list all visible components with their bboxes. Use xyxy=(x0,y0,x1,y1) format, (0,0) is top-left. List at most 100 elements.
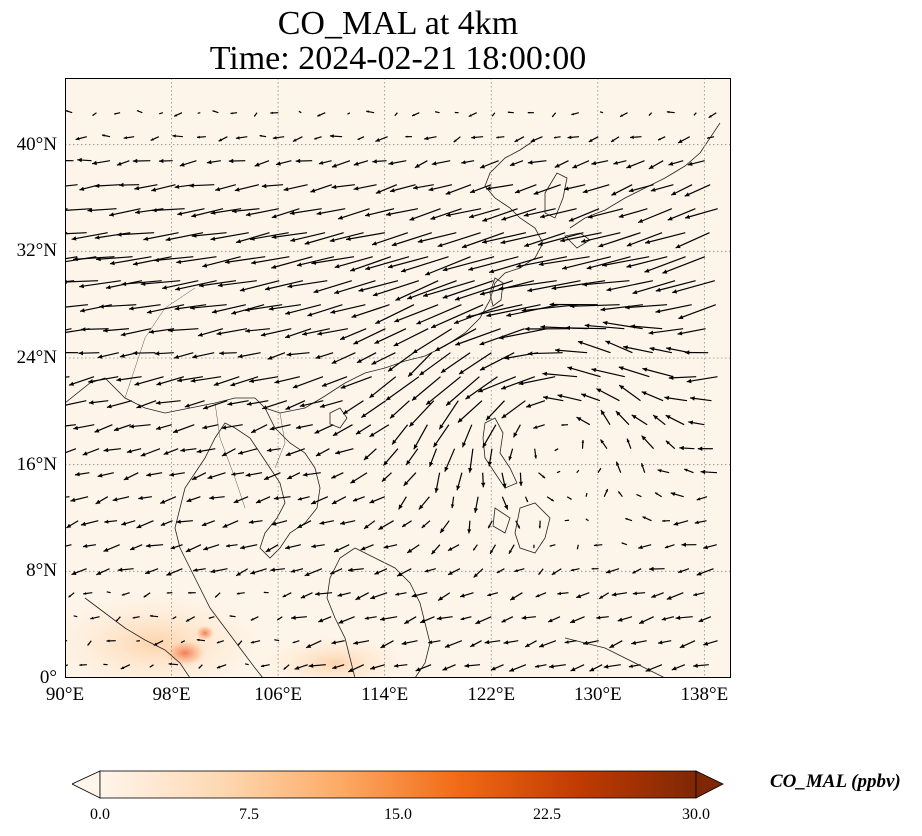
wind-arrow xyxy=(274,376,300,384)
wind-arrow xyxy=(551,112,557,118)
wind-arrow xyxy=(335,448,354,455)
wind-arrow xyxy=(417,232,457,244)
wind-arrow xyxy=(286,472,301,480)
wind-arrow xyxy=(225,544,238,548)
latitude-tick-label: 0° xyxy=(39,667,57,688)
coastline-hainan xyxy=(329,407,348,429)
wind-arrow xyxy=(173,112,183,117)
wind-arrow xyxy=(184,400,205,408)
wind-arrow xyxy=(329,134,343,138)
wind-arrow xyxy=(625,517,633,522)
wind-arrow xyxy=(342,400,364,415)
wind-arrow xyxy=(94,232,131,240)
wind-arrow xyxy=(115,616,121,622)
wind-arrow xyxy=(564,640,577,644)
wind-arrow xyxy=(644,232,686,244)
wind-arrow xyxy=(224,256,266,264)
wind-arrow xyxy=(585,518,589,522)
wind-arrow xyxy=(244,663,249,666)
wind-arrow xyxy=(271,520,288,526)
wind-arrow xyxy=(481,472,486,488)
map-title: CO_MAL at 4km xyxy=(277,5,519,42)
wind-arrow xyxy=(395,592,407,596)
wind-arrow xyxy=(651,592,664,598)
wind-arrow xyxy=(340,376,372,389)
wind-arrow xyxy=(191,208,224,218)
wind-arrow xyxy=(509,592,523,601)
wind-arrow xyxy=(671,664,686,671)
wind-arrow xyxy=(467,520,472,534)
wind-arrow xyxy=(193,568,206,572)
wind-arrow xyxy=(438,400,459,430)
wind-arrow xyxy=(662,519,671,523)
wind-arrow xyxy=(533,424,545,429)
wind-arrow xyxy=(353,328,386,345)
wind-arrow xyxy=(447,568,461,576)
wind-arrow xyxy=(286,352,310,357)
wind-arrow xyxy=(65,328,72,331)
wind-arrow xyxy=(464,663,481,668)
wind-arrow xyxy=(268,304,301,311)
wind-arrow xyxy=(189,183,215,188)
wind-arrow xyxy=(136,520,154,529)
wind-arrow xyxy=(334,256,373,269)
wind-arrow xyxy=(453,136,461,143)
wind-arrow xyxy=(503,640,519,645)
wind-arrow xyxy=(375,304,415,325)
wind-arrow xyxy=(400,256,449,273)
wind-arrow xyxy=(665,414,685,426)
wind-arrow xyxy=(216,328,248,336)
wind-arrow xyxy=(387,256,429,269)
coastline-borneo xyxy=(326,547,431,678)
wind-arrow xyxy=(387,352,415,372)
wind-arrow xyxy=(468,256,519,271)
wind-arrow xyxy=(152,208,185,213)
wind-arrow xyxy=(177,208,205,216)
wind-arrow xyxy=(501,496,509,510)
colorbar-min-extend xyxy=(72,770,101,799)
wind-arrow xyxy=(371,352,396,365)
wind-arrow xyxy=(428,184,453,192)
wind-arrow xyxy=(637,208,673,224)
wind-arrow xyxy=(431,544,441,555)
wind-arrow xyxy=(73,424,95,430)
wind-arrow xyxy=(135,208,164,215)
wind-arrow xyxy=(319,520,335,525)
map-time-subtitle: Time: 2024-02-21 18:00:00 xyxy=(209,40,587,77)
wind-arrow xyxy=(606,280,654,292)
wind-arrow xyxy=(65,664,69,668)
wind-arrow xyxy=(524,232,566,247)
wind-arrow xyxy=(116,376,142,382)
gridlines xyxy=(65,78,731,678)
wind-arrow xyxy=(626,438,632,449)
wind-arrow xyxy=(641,463,646,473)
wind-arrow xyxy=(684,350,709,355)
wind-arrow xyxy=(591,160,609,166)
wind-arrow xyxy=(80,327,109,332)
wind-arrow xyxy=(675,232,710,249)
wind-arrow xyxy=(355,592,369,601)
wind-arrow xyxy=(353,640,370,645)
wind-arrow xyxy=(132,158,151,164)
wind-arrow xyxy=(440,352,471,374)
wind-arrow xyxy=(458,352,492,375)
wind-arrow xyxy=(158,158,173,164)
wind-arrow xyxy=(527,160,547,165)
wind-arrow xyxy=(514,136,525,143)
wind-arrow xyxy=(473,496,479,513)
wind-arrow xyxy=(185,616,195,623)
wind-arrow xyxy=(534,664,547,668)
wind-arrow xyxy=(106,591,111,594)
wind-arrow xyxy=(172,134,183,138)
wind-arrow xyxy=(684,184,711,197)
wind-arrow xyxy=(405,135,413,138)
colorbar-gradient xyxy=(99,770,697,799)
wind-arrow xyxy=(79,280,121,289)
wind-arrow xyxy=(645,664,663,672)
wind-arrow xyxy=(479,352,515,371)
wind-arrow xyxy=(203,544,220,551)
wind-arrow xyxy=(245,472,263,477)
wind-arrow xyxy=(668,160,684,166)
wind-arrow xyxy=(508,544,515,555)
wind-arrow xyxy=(70,496,89,502)
